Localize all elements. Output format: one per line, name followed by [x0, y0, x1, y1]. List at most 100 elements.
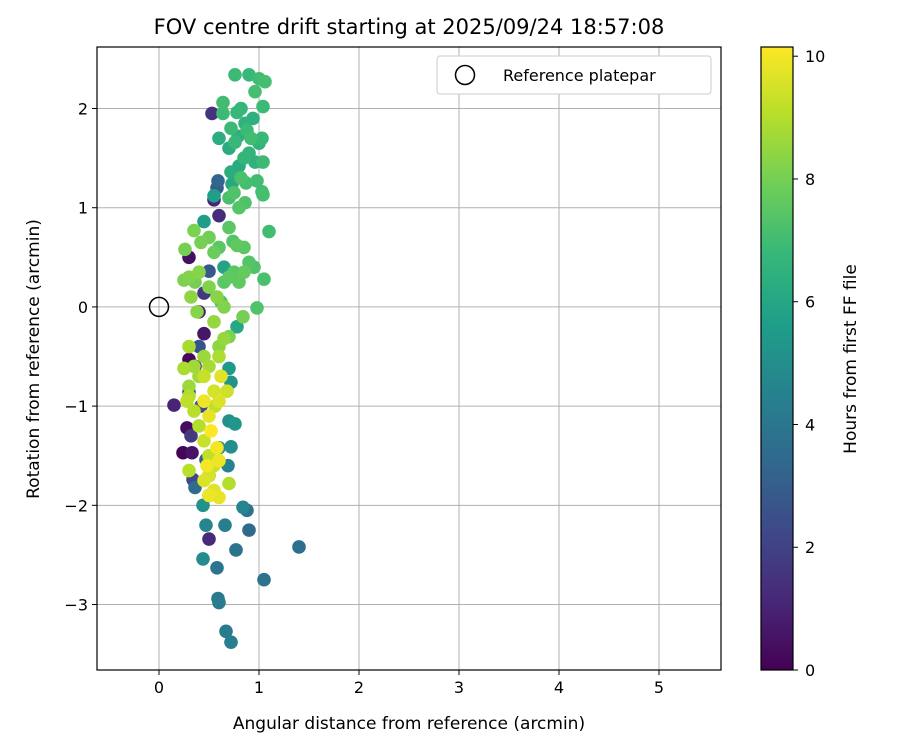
colorbar: 0 2 4 6 8 10 Hours from first FF file [760, 46, 861, 680]
data-point [255, 131, 269, 146]
x-tick-label: 0 [154, 678, 164, 697]
data-point [228, 135, 242, 150]
data-point [178, 242, 192, 257]
data-point [256, 155, 270, 169]
data-point [197, 473, 211, 488]
data-point [237, 265, 251, 279]
data-point [204, 424, 218, 438]
data-point [207, 189, 221, 203]
data-point [257, 572, 271, 587]
data-point [228, 67, 242, 82]
data-point [248, 84, 262, 99]
x-tick-label: 2 [354, 678, 364, 697]
data-point [185, 445, 199, 460]
colorbar-tick-label: 0 [805, 661, 815, 680]
data-point [205, 106, 219, 121]
data-point [177, 361, 191, 376]
data-point [224, 165, 238, 179]
plot-area-frame [96, 46, 722, 671]
data-point [222, 476, 236, 491]
legend-entry-reference-platepar: Reference platepar [503, 66, 656, 85]
colorbar-tick-label: 10 [805, 47, 825, 66]
data-point [244, 131, 258, 146]
data-point [197, 394, 211, 408]
data-point [230, 105, 244, 120]
grid-lines [97, 47, 721, 670]
data-point [224, 635, 238, 650]
x-tick-label: 1 [254, 678, 264, 697]
data-point [184, 290, 198, 304]
data-point [229, 543, 243, 557]
data-point [256, 188, 270, 202]
data-point [258, 74, 272, 89]
data-point [256, 99, 270, 114]
legend: Reference platepar [436, 55, 712, 95]
colorbar-tick-label: 4 [805, 415, 815, 434]
colorbar-tick-label: 8 [805, 170, 815, 189]
data-point [236, 500, 250, 515]
axis-ticks: 0 1 2 3 4 5 −3 −2 −1 0 1 2 [64, 100, 664, 697]
y-axis-label: Rotation from reference (arcmin) [24, 219, 44, 499]
data-point [242, 523, 256, 537]
data-point [224, 121, 238, 136]
data-points [148, 67, 306, 650]
y-tick-label: 2 [78, 100, 88, 119]
data-point [292, 540, 306, 554]
data-point [184, 429, 198, 443]
data-point [202, 532, 216, 546]
data-point [227, 186, 241, 200]
data-point [210, 561, 224, 575]
data-point [217, 331, 231, 346]
data-point [199, 518, 213, 532]
data-point [210, 290, 224, 304]
colorbar-tick-label: 6 [805, 293, 815, 312]
data-point [202, 409, 216, 423]
data-point [262, 224, 276, 239]
data-point [192, 419, 206, 433]
data-point [234, 171, 248, 185]
data-point [197, 214, 211, 229]
y-tick-label: 0 [78, 298, 88, 317]
data-point [217, 300, 231, 314]
data-point [237, 151, 251, 165]
data-point [190, 305, 204, 319]
data-point [197, 369, 211, 384]
data-point [212, 595, 226, 610]
data-point [212, 453, 226, 468]
y-tick-label: −2 [64, 496, 88, 515]
x-tick-label: 4 [554, 678, 564, 697]
data-point [212, 208, 226, 223]
data-point [250, 301, 264, 315]
data-point [222, 220, 236, 235]
data-point [196, 552, 210, 566]
x-axis-label: Angular distance from reference (arcmin) [233, 714, 585, 734]
data-point [230, 238, 244, 253]
x-tick-label: 5 [654, 678, 664, 697]
data-point [182, 463, 196, 478]
colorbar-ticks: 0 2 4 6 8 10 [793, 47, 825, 680]
data-point [214, 369, 228, 384]
data-point [216, 95, 230, 110]
data-point [219, 624, 233, 639]
data-point [210, 440, 224, 455]
data-point [230, 319, 244, 334]
y-tick-label: −1 [64, 397, 88, 416]
reference-platepar-marker [148, 296, 170, 318]
y-tick-label: −3 [64, 596, 88, 615]
colorbar-label: Hours from first FF file [841, 264, 861, 454]
data-point [232, 200, 246, 215]
data-point [180, 394, 194, 408]
data-point [192, 265, 206, 279]
data-point [197, 326, 211, 341]
legend-marker-reference [454, 64, 476, 86]
data-point [222, 270, 236, 284]
data-point [182, 379, 196, 394]
data-point [220, 384, 234, 399]
data-point [207, 245, 221, 260]
colorbar-gradient [760, 46, 794, 671]
chart-title: FOV centre drift starting at 2025/09/24 … [154, 15, 665, 39]
x-tick-label: 3 [454, 678, 464, 697]
data-point [202, 488, 216, 503]
data-point [211, 174, 225, 188]
